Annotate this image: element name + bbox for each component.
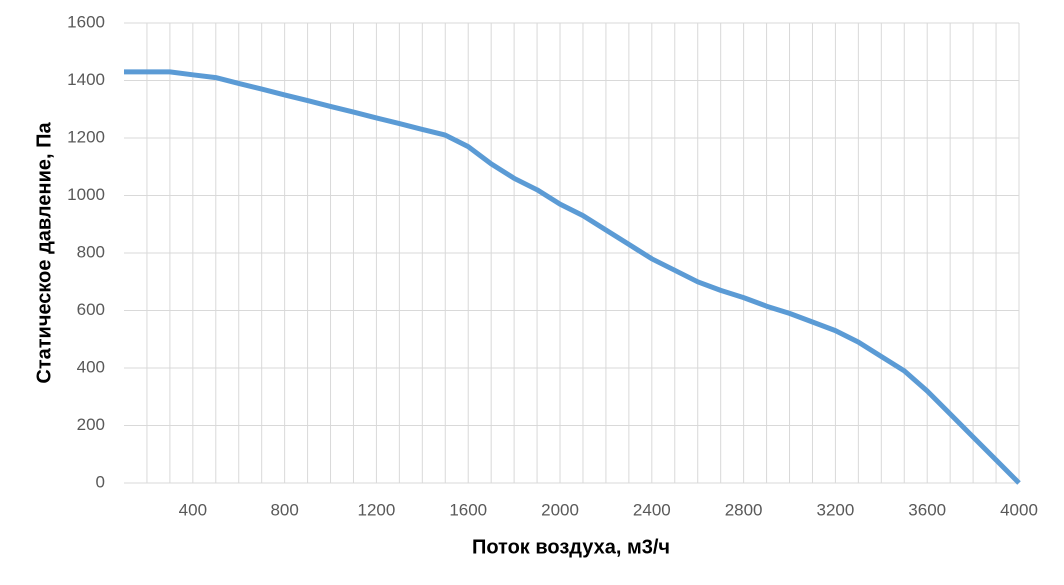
data-line <box>124 69 1021 485</box>
y-tick-label: 1000 <box>67 185 105 204</box>
x-tick-label: 800 <box>270 500 298 519</box>
y-tick-label: 1600 <box>67 12 105 31</box>
x-tick-label: 1600 <box>449 500 487 519</box>
x-tick-label: 3600 <box>908 500 946 519</box>
x-tick-label: 1200 <box>358 500 396 519</box>
y-tick-label: 200 <box>77 415 105 434</box>
y-axis-title: Статическое давление, Па <box>33 122 55 384</box>
x-tick-label: 400 <box>179 500 207 519</box>
x-tick-label: 3200 <box>816 500 854 519</box>
y-tick-label: 0 <box>96 472 105 491</box>
x-tick-label: 2400 <box>633 500 671 519</box>
y-tick-label: 800 <box>77 242 105 261</box>
y-tick-label: 1400 <box>67 70 105 89</box>
y-tick-label: 600 <box>77 300 105 319</box>
y-tick-label: 1200 <box>67 127 105 146</box>
x-axis-title: Поток воздуха, м3/ч <box>472 536 670 558</box>
x-tick-label: 4000 <box>1000 500 1038 519</box>
y-tick-label: 400 <box>77 357 105 376</box>
x-tick-label: 2000 <box>541 500 579 519</box>
x-tick-label: 2800 <box>725 500 763 519</box>
